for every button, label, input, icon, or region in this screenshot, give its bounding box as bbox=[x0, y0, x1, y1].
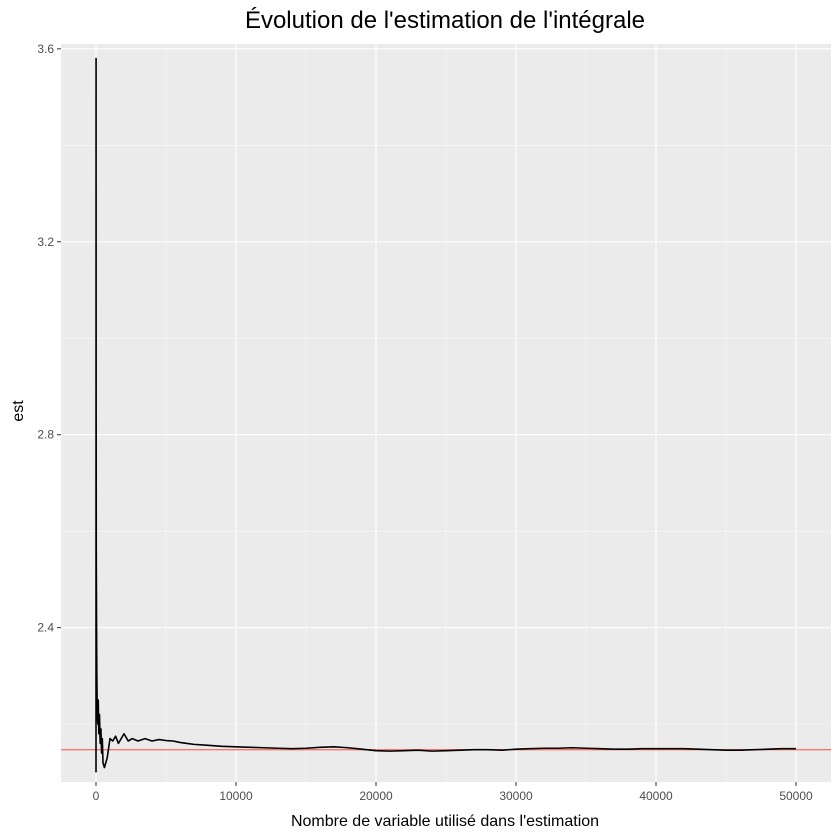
x-tick-label: 50000 bbox=[779, 789, 813, 803]
x-axis-title: Nombre de variable utilisé dans l'estima… bbox=[291, 813, 599, 830]
y-tick-label: 2.4 bbox=[37, 621, 54, 635]
series-layer bbox=[95, 57, 796, 773]
chart-title: Évolution de l'estimation de l'intégrale bbox=[245, 7, 645, 34]
y-tick-label: 2.8 bbox=[37, 428, 54, 442]
x-tick-label: 30000 bbox=[499, 789, 533, 803]
x-axis-ticks: 0 10000 20000 30000 40000 50000 bbox=[93, 782, 813, 803]
x-tick-label: 20000 bbox=[359, 789, 393, 803]
y-tick-label: 3.2 bbox=[37, 235, 54, 249]
x-tick-label: 40000 bbox=[639, 789, 673, 803]
minor-gridlines bbox=[61, 44, 831, 782]
major-gridlines bbox=[61, 44, 831, 782]
y-axis-ticks: 2.4 2.8 3.2 3.6 bbox=[37, 42, 61, 635]
series-line-est bbox=[95, 57, 796, 773]
y-tick-label: 3.6 bbox=[37, 42, 54, 56]
x-tick-label: 0 bbox=[93, 789, 100, 803]
x-tick-label: 10000 bbox=[219, 789, 253, 803]
y-axis-title: est bbox=[10, 400, 27, 422]
